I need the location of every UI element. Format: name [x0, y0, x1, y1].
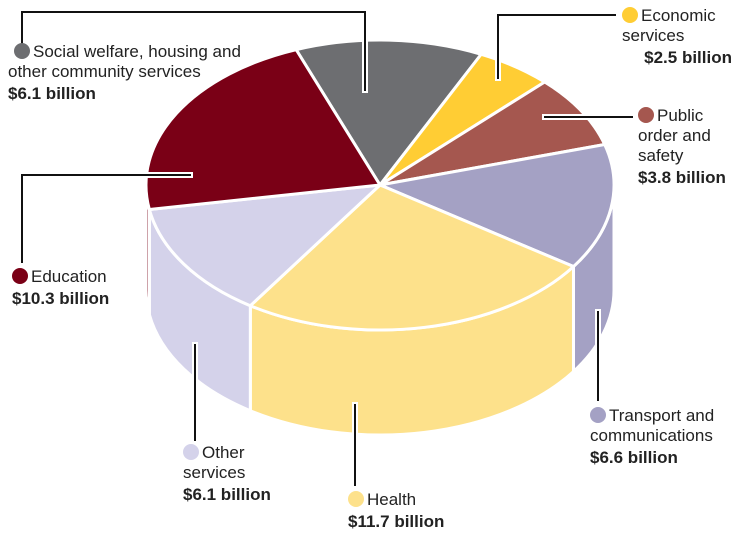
pie-slice — [147, 183, 382, 308]
value-label: $6.6 billion — [590, 448, 678, 467]
pie-slice — [144, 48, 382, 211]
leader-line — [21, 11, 366, 91]
leader-line — [21, 174, 191, 263]
pie-slice — [378, 142, 616, 269]
legend-dot — [183, 444, 199, 460]
label: Public order and safety $3.8 billion — [638, 106, 748, 188]
label-name: Education — [31, 267, 107, 286]
label: Education $10.3 billion — [12, 267, 152, 309]
value-label: $10.3 billion — [12, 289, 110, 308]
legend-dot — [638, 107, 654, 123]
label: Economic services $2.5 billion — [622, 6, 732, 68]
legend-dot — [590, 407, 606, 423]
label: Transport and communications $6.6 billion — [590, 406, 755, 468]
pie-slice — [248, 183, 575, 332]
label-name: Social welfare, housing and other commun… — [8, 42, 241, 81]
leader-line — [497, 14, 616, 79]
value-label: $2.5 billion — [644, 48, 732, 67]
legend-dot — [14, 43, 30, 59]
legend-dot — [348, 491, 364, 507]
value-label: $6.1 billion — [8, 84, 96, 103]
legend-dot — [12, 268, 28, 284]
pie-slice — [294, 38, 483, 187]
label: Social welfare, housing and other commun… — [8, 42, 258, 104]
value-label: $11.7 billion — [348, 512, 445, 531]
value-label: $3.8 billion — [638, 168, 726, 187]
label-name: Transport and communications — [590, 406, 715, 445]
label: Health $11.7 billion — [348, 490, 488, 532]
label-name: Health — [367, 490, 417, 509]
label-name: Other services — [183, 443, 246, 482]
pie-slice — [378, 80, 607, 187]
value-label: $6.1 billion — [183, 485, 271, 504]
label-name: Public order and safety — [638, 106, 711, 165]
legend-dot — [622, 7, 638, 23]
label-name: Economic services — [622, 6, 716, 45]
label: Other services $6.1 billion — [183, 443, 303, 505]
